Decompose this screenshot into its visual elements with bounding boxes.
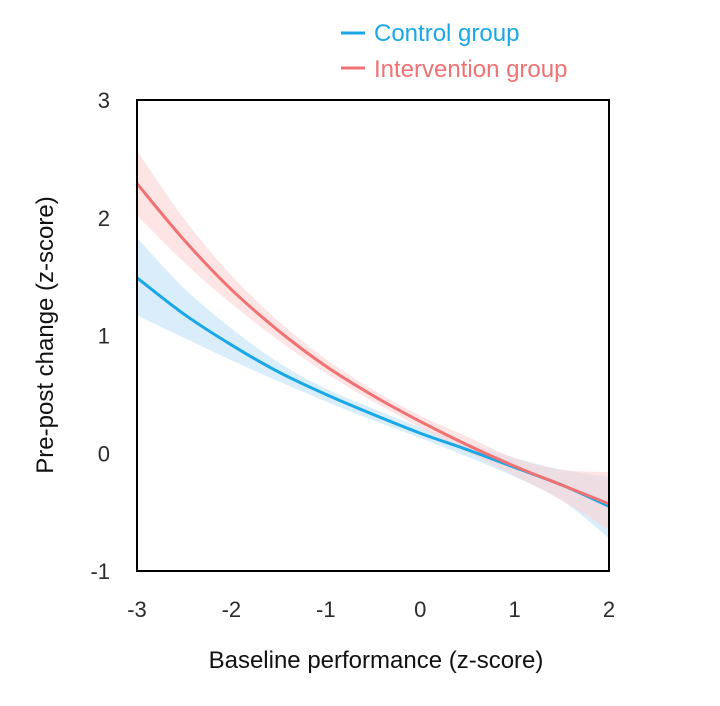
legend-label-intervention-group: Intervention group — [374, 56, 567, 83]
y-tick-label: 2 — [98, 206, 110, 231]
x-tick-label: 0 — [414, 597, 426, 622]
y-tick-label: 3 — [98, 88, 110, 113]
x-axis-label: Baseline performance (z-score) — [209, 647, 544, 674]
confidence-band-intervention-group — [137, 150, 609, 530]
plot-area-frame — [136, 99, 610, 572]
x-tick-labels: -3 -2 -1 0 1 2 — [127, 597, 615, 622]
x-tick-label: -1 — [316, 597, 336, 622]
y-tick-label: 1 — [98, 324, 110, 349]
x-tick-label: 1 — [508, 597, 520, 622]
y-tick-label: 0 — [98, 441, 110, 466]
y-axis-label: Pre-post change (z-score) — [32, 196, 59, 473]
x-tick-label: -3 — [127, 597, 147, 622]
y-tick-label: -1 — [90, 559, 110, 584]
confidence-bands — [137, 150, 609, 539]
legend: Control group Intervention group — [341, 20, 567, 83]
legend-label-control-group: Control group — [374, 20, 519, 47]
x-tick-label: 2 — [603, 597, 615, 622]
y-tick-labels: 3 2 1 0 -1 — [90, 88, 110, 584]
series-lines — [135, 182, 610, 508]
series-line-intervention-group — [135, 182, 610, 506]
x-tick-label: -2 — [222, 597, 242, 622]
